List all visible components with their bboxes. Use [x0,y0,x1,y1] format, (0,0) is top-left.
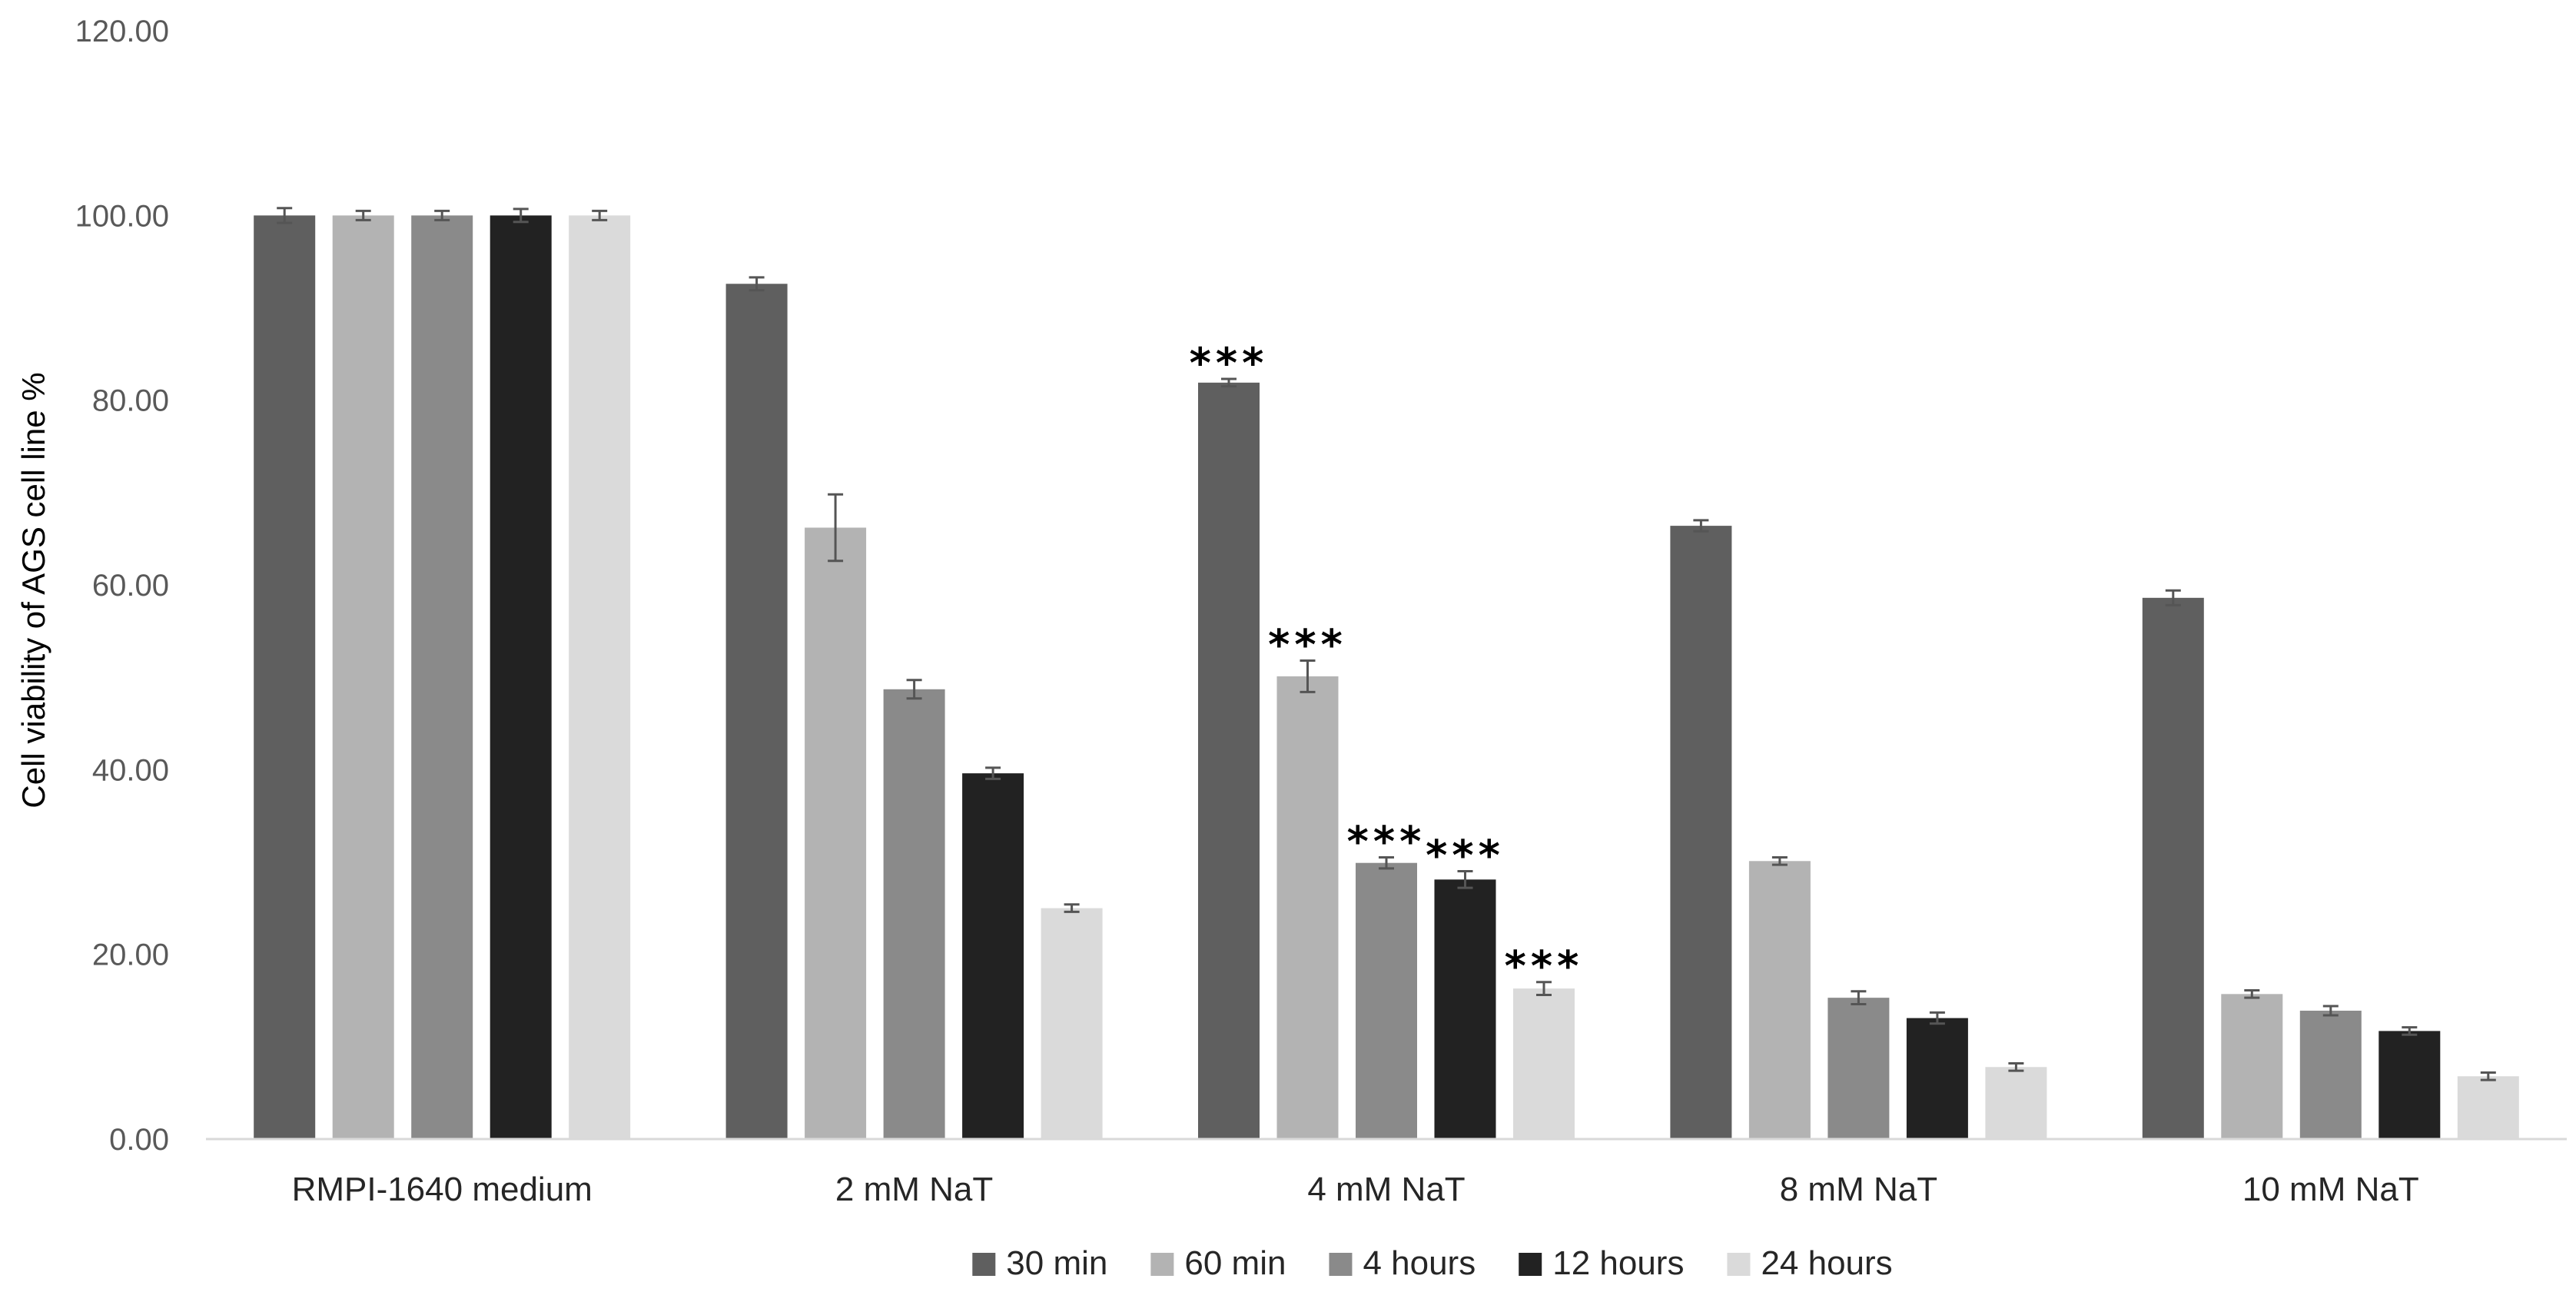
bar [2457,1076,2519,1139]
bar [1906,1018,1968,1139]
bar [805,527,867,1139]
legend: 30 min 60 min 4 hours 12 hours 24 hours [972,1244,1893,1282]
bar [2142,597,2204,1139]
bar [1985,1067,2047,1139]
legend-label: 24 hours [1761,1244,1892,1282]
legend-label: 60 min [1184,1244,1286,1282]
bar [1434,879,1496,1139]
bar [254,215,316,1139]
bar [883,689,945,1139]
significance-annotation: *** [1347,817,1426,865]
legend-swatch [1727,1253,1751,1276]
bar [1041,908,1103,1139]
legend-swatch [972,1253,996,1276]
bar [2299,1010,2362,1139]
y-tick-label: 100.00 [75,199,169,233]
y-tick-label: 120.00 [75,15,169,48]
legend-label: 12 hours [1552,1244,1684,1282]
x-tick-label: 2 mM NaT [835,1171,993,1208]
y-axis-ticks: 0.00 20.00 40.00 60.00 80.00 100.00 120.00 [75,15,169,1157]
y-tick-label: 40.00 [92,753,169,787]
bar [1670,526,1732,1139]
bar [1827,998,1890,1139]
bar [411,215,473,1139]
legend-swatch [1329,1253,1353,1276]
y-axis-title: Cell viability of AGS cell line % [15,372,51,808]
x-tick-label: RMPI-1640 medium [292,1171,593,1208]
bar [1276,676,1339,1139]
significance-annotation: *** [1505,942,1584,991]
bar [1513,988,1575,1139]
bar [490,215,552,1139]
y-tick-label: 20.00 [92,938,169,972]
bar [962,773,1024,1139]
bar [725,284,788,1140]
legend-label: 30 min [1006,1244,1107,1282]
y-tick-label: 0.00 [109,1123,169,1157]
significance-annotation: *** [1426,832,1505,880]
bar [332,215,394,1139]
bar [2378,1031,2441,1139]
category-labels: RMPI-1640 medium 2 mM NaT 4 mM NaT 8 mM NaT… [292,1171,2419,1208]
annotations-group: ********* ****** [1190,339,1584,991]
y-tick-label: 60.00 [92,569,169,603]
significance-annotation: *** [1190,339,1269,387]
bar [1356,862,1417,1139]
bar [2221,994,2283,1139]
x-tick-label: 4 mM NaT [1307,1171,1465,1208]
y-tick-label: 80.00 [92,384,169,418]
x-tick-label: 8 mM NaT [1780,1171,1937,1208]
bar [1748,861,1811,1139]
significance-annotation: *** [1268,621,1347,669]
bars-group [254,215,2519,1140]
legend-swatch [1150,1253,1174,1276]
legend-swatch [1519,1253,1542,1276]
legend-label: 4 hours [1363,1244,1476,1282]
error-bars-group [277,207,2496,1081]
x-tick-label: 10 mM NaT [2242,1171,2419,1208]
bar [569,215,631,1139]
bar [1198,382,1260,1140]
